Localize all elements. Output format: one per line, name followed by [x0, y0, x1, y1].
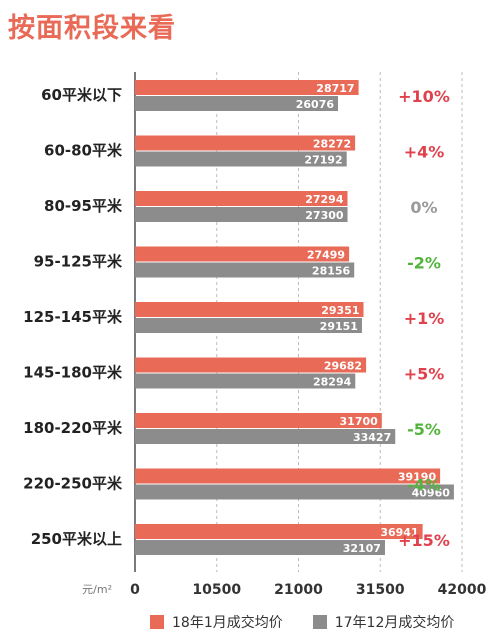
bar-value-label: 29351: [321, 304, 359, 317]
x-axis-unit-label: 元/m²: [82, 583, 112, 596]
legend-label-series2: 17年12月成交均价: [334, 615, 455, 631]
bar-value-label: 33427: [353, 431, 391, 444]
legend: 18年1月成交均价 17年12月成交均价: [150, 612, 454, 632]
bar-value-label: 32107: [343, 542, 381, 555]
chart-title: 按面积段来看: [8, 13, 176, 44]
bar-value-label: 28717: [316, 82, 354, 95]
bar-series1: [135, 191, 348, 206]
bar-series2: [135, 429, 396, 444]
bar-value-label: 29151: [320, 320, 358, 333]
category-label: 95-125平米: [34, 253, 123, 271]
bar-series1: [135, 413, 382, 428]
bar-series2: [135, 318, 362, 333]
legend-swatch-series2: [312, 615, 327, 629]
bar-value-label: 28294: [313, 376, 352, 389]
bar-value-label: 26076: [296, 98, 335, 111]
category-label: 60平米以下: [41, 86, 122, 104]
category-label: 60-80平米: [44, 142, 123, 160]
bar-series2: [135, 540, 385, 555]
bar-series1: [135, 524, 423, 539]
category-label: 250平米以上: [31, 530, 122, 548]
legend-swatch-series1: [150, 615, 164, 629]
bar-series1: [135, 135, 356, 151]
bar-value-label: 27300: [305, 209, 344, 222]
change-label: -5%: [407, 420, 441, 439]
bar-value-label: 28272: [313, 138, 351, 151]
change-label: 0%: [410, 198, 437, 217]
bar-value-label: 36941: [380, 526, 418, 539]
category-label: 220-250平米: [23, 475, 123, 493]
bar-series1: [135, 80, 359, 95]
change-label: -2%: [407, 254, 441, 273]
bar-value-label: 28156: [312, 265, 351, 278]
bar-series1: [135, 246, 350, 262]
x-tick-label: 42000: [438, 582, 487, 598]
legend-label-series1: 18年1月成交均价: [172, 615, 283, 631]
change-label: +15%: [398, 531, 450, 550]
change-label: +1%: [404, 309, 445, 328]
change-label: +5%: [404, 365, 445, 384]
x-tick-label: 10500: [192, 582, 241, 598]
bar-value-label: 27499: [307, 249, 345, 262]
bar-chart: 60平米以下 28717 26076 +10% 60-80平米 28272 27192 +4%…: [23, 72, 487, 598]
category-label: 180-220平米: [23, 419, 123, 437]
bar-series2: [135, 484, 454, 500]
x-tick-label: 21000: [274, 582, 323, 598]
legend-item-series1: 18年1月成交均价: [150, 612, 283, 632]
change-label: +4%: [404, 143, 445, 162]
bar-series2: [135, 151, 347, 167]
bar-series2: [135, 96, 339, 111]
bar-series2: [135, 262, 355, 278]
bar-value-label: 31700: [340, 415, 379, 428]
bar-series1: [135, 357, 367, 373]
x-tick-label: 0: [130, 582, 140, 598]
change-label: +10%: [398, 87, 450, 106]
x-tick-label: 31500: [356, 582, 405, 598]
bar-value-label: 27294: [305, 193, 344, 206]
bar-series2: [135, 207, 348, 222]
bar-value-label: 40960: [412, 487, 451, 500]
bar-value-label: 27192: [304, 154, 342, 167]
change-label: -4%: [407, 476, 441, 495]
bar-series1: [135, 468, 441, 484]
category-label: 125-145平米: [23, 308, 123, 326]
category-label: 80-95平米: [44, 197, 123, 215]
category-label: 145-180平米: [23, 364, 123, 382]
bar-value-label: 39190: [398, 471, 437, 484]
legend-item-series2: 17年12月成交均价: [312, 612, 455, 632]
bar-series1: [135, 302, 364, 317]
bar-series2: [135, 373, 356, 389]
bar-value-label: 29682: [324, 360, 362, 373]
